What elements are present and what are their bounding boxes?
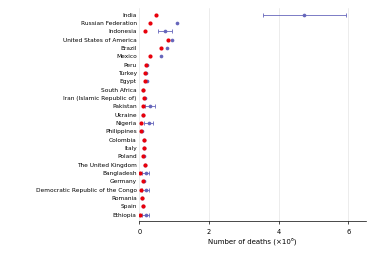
Point <box>143 71 149 75</box>
Point <box>144 79 150 84</box>
Point <box>143 163 149 167</box>
Point <box>139 204 146 208</box>
Point <box>141 154 147 158</box>
Point <box>137 212 143 217</box>
Point <box>153 13 159 17</box>
Point <box>144 63 150 67</box>
Point <box>142 163 148 167</box>
Point <box>141 29 147 33</box>
Point <box>143 188 149 192</box>
Point <box>139 129 145 134</box>
Point <box>140 87 146 92</box>
Point <box>139 196 145 200</box>
Point <box>139 104 146 109</box>
Point <box>141 154 147 158</box>
Point <box>158 54 164 59</box>
Point <box>140 113 146 117</box>
Point <box>147 104 153 109</box>
Point <box>158 46 164 50</box>
Point <box>164 46 170 50</box>
Point <box>139 196 146 200</box>
Point <box>162 29 168 33</box>
Point <box>147 21 153 25</box>
Point <box>138 129 144 134</box>
Point <box>143 71 149 75</box>
Point <box>141 96 147 100</box>
Point <box>141 179 147 184</box>
Point <box>138 121 144 125</box>
Point <box>140 113 146 117</box>
Point <box>302 13 308 17</box>
Point <box>140 87 146 92</box>
Point <box>169 38 175 42</box>
Point <box>165 38 171 42</box>
Point <box>144 63 150 67</box>
Point <box>138 188 144 192</box>
Point <box>143 171 149 175</box>
Point <box>174 21 180 25</box>
Point <box>140 204 146 208</box>
Point <box>146 121 152 125</box>
Point <box>140 179 146 184</box>
Point <box>142 96 148 100</box>
Point <box>142 79 148 84</box>
Point <box>147 54 153 59</box>
Point <box>141 138 147 142</box>
Point <box>141 146 147 150</box>
Point <box>143 212 149 217</box>
X-axis label: Number of deaths (×10⁶): Number of deaths (×10⁶) <box>208 238 297 245</box>
Point <box>141 146 147 150</box>
Point <box>141 138 147 142</box>
Point <box>138 171 144 175</box>
